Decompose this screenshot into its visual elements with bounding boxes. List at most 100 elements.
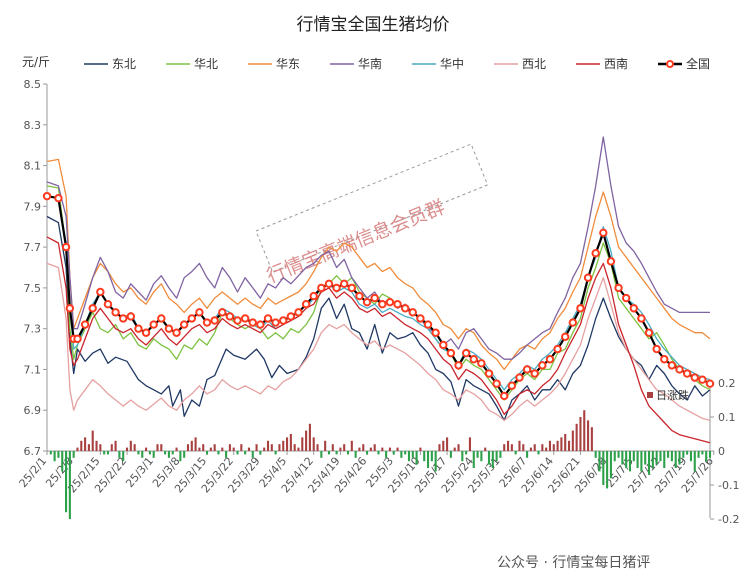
daily-change-bar bbox=[609, 451, 612, 479]
daily-change-bar bbox=[164, 451, 167, 455]
daily-change-bar bbox=[655, 451, 658, 465]
national-point bbox=[530, 369, 539, 378]
national-point bbox=[431, 328, 440, 337]
national-point bbox=[568, 318, 578, 327]
daily-change-bar bbox=[339, 447, 342, 451]
daily-change-bar bbox=[388, 447, 391, 451]
daily-change-bar bbox=[297, 447, 300, 451]
daily-change-bar bbox=[426, 451, 430, 468]
daily-change-bar bbox=[587, 420, 590, 451]
daily-change-bar bbox=[533, 444, 536, 451]
national-point bbox=[682, 369, 692, 378]
national-point bbox=[644, 328, 654, 337]
series-line-2 bbox=[46, 185, 711, 401]
daily-change-bar bbox=[514, 451, 517, 455]
daily-change-bar bbox=[598, 451, 601, 472]
daily-change-bar bbox=[468, 437, 471, 451]
national-point bbox=[500, 391, 509, 401]
daily-change-bar bbox=[331, 444, 334, 451]
daily-change-bar bbox=[343, 444, 346, 451]
daily-change-bar bbox=[449, 451, 452, 458]
national-point bbox=[522, 365, 532, 374]
daily-change-bar bbox=[99, 444, 102, 451]
daily-change-bar bbox=[606, 451, 609, 489]
daily-change-bar bbox=[407, 451, 411, 462]
daily-change-bar bbox=[327, 451, 331, 455]
national-point bbox=[561, 332, 570, 342]
national-markers bbox=[42, 191, 715, 401]
national-point bbox=[248, 318, 257, 327]
daily-change-bar bbox=[640, 451, 643, 472]
daily-change-bar bbox=[110, 444, 113, 451]
daily-change-bar bbox=[152, 451, 155, 458]
daily-change-bar bbox=[72, 451, 75, 458]
daily-change-legend: 日涨跌 bbox=[647, 388, 689, 402]
daily-change-bar bbox=[198, 447, 201, 451]
daily-change-bar bbox=[499, 451, 502, 458]
daily-change-bar bbox=[404, 451, 407, 455]
daily-change-bar bbox=[617, 451, 620, 458]
daily-change-bar bbox=[674, 451, 677, 468]
national-point bbox=[362, 297, 372, 307]
national-point bbox=[484, 369, 494, 378]
daily-change-bar bbox=[53, 451, 56, 462]
daily-change-bar bbox=[560, 437, 563, 451]
national-point bbox=[492, 379, 501, 388]
national-point bbox=[400, 304, 410, 313]
national-point bbox=[416, 314, 425, 323]
daily-change-bar bbox=[392, 451, 395, 455]
daily-change-bar bbox=[415, 451, 418, 465]
daily-change-bar bbox=[644, 451, 647, 465]
series-line-3 bbox=[46, 158, 711, 371]
national-point bbox=[461, 348, 471, 358]
national-point bbox=[157, 314, 166, 323]
national-point bbox=[54, 193, 63, 203]
national-point bbox=[515, 373, 524, 382]
daily-change-bar bbox=[552, 444, 555, 451]
daily-change-bar bbox=[240, 444, 243, 451]
daily-change-bar bbox=[217, 451, 220, 455]
daily-change-bar bbox=[507, 440, 510, 451]
daily-change-bar bbox=[705, 451, 708, 462]
national-point bbox=[660, 355, 669, 364]
daily-change-bar bbox=[156, 444, 159, 451]
y-tick-label: 7.1 bbox=[24, 363, 42, 376]
daily-change-bar bbox=[484, 447, 487, 451]
daily-change-bar bbox=[495, 451, 498, 462]
daily-change-bar bbox=[411, 451, 414, 458]
daily-change-bar bbox=[636, 451, 639, 468]
national-point bbox=[477, 359, 486, 368]
national-point bbox=[202, 318, 212, 327]
national-point bbox=[370, 293, 379, 303]
daily-change-bar bbox=[106, 451, 110, 455]
daily-change-bar bbox=[522, 444, 525, 451]
national-point bbox=[545, 355, 555, 364]
y-tick-label: 7.7 bbox=[24, 241, 42, 254]
daily-change-bar bbox=[118, 451, 121, 458]
daily-change-bar bbox=[366, 451, 369, 455]
daily-change-bar bbox=[350, 440, 353, 451]
national-point bbox=[469, 355, 478, 364]
national-point bbox=[324, 279, 334, 289]
daily-change-bar bbox=[255, 444, 258, 451]
national-point bbox=[294, 308, 303, 317]
daily-change-bar bbox=[518, 440, 521, 451]
daily-change-bar bbox=[667, 451, 670, 458]
daily-change-label: 日涨跌 bbox=[656, 388, 689, 402]
series-line-7 bbox=[46, 236, 711, 444]
daily-change-bar bbox=[567, 440, 571, 451]
legend-label-4: 华南 bbox=[358, 56, 382, 71]
daily-change-bar bbox=[697, 451, 700, 458]
daily-change-bar bbox=[133, 444, 136, 451]
chart-title: 行情宝全国生猪均价 bbox=[297, 15, 450, 35]
daily-change-bar bbox=[434, 451, 437, 472]
watermark-stamp: 行情宝高端信息会员群 bbox=[255, 143, 489, 288]
daily-change-bar bbox=[202, 444, 205, 451]
daily-change-bar bbox=[396, 447, 399, 451]
national-point bbox=[355, 291, 364, 301]
national-point bbox=[667, 361, 677, 370]
daily-change-bar bbox=[446, 437, 449, 451]
daily-change-bar bbox=[263, 447, 266, 451]
daily-change-bar bbox=[278, 444, 281, 451]
daily-change-bar bbox=[225, 451, 228, 458]
